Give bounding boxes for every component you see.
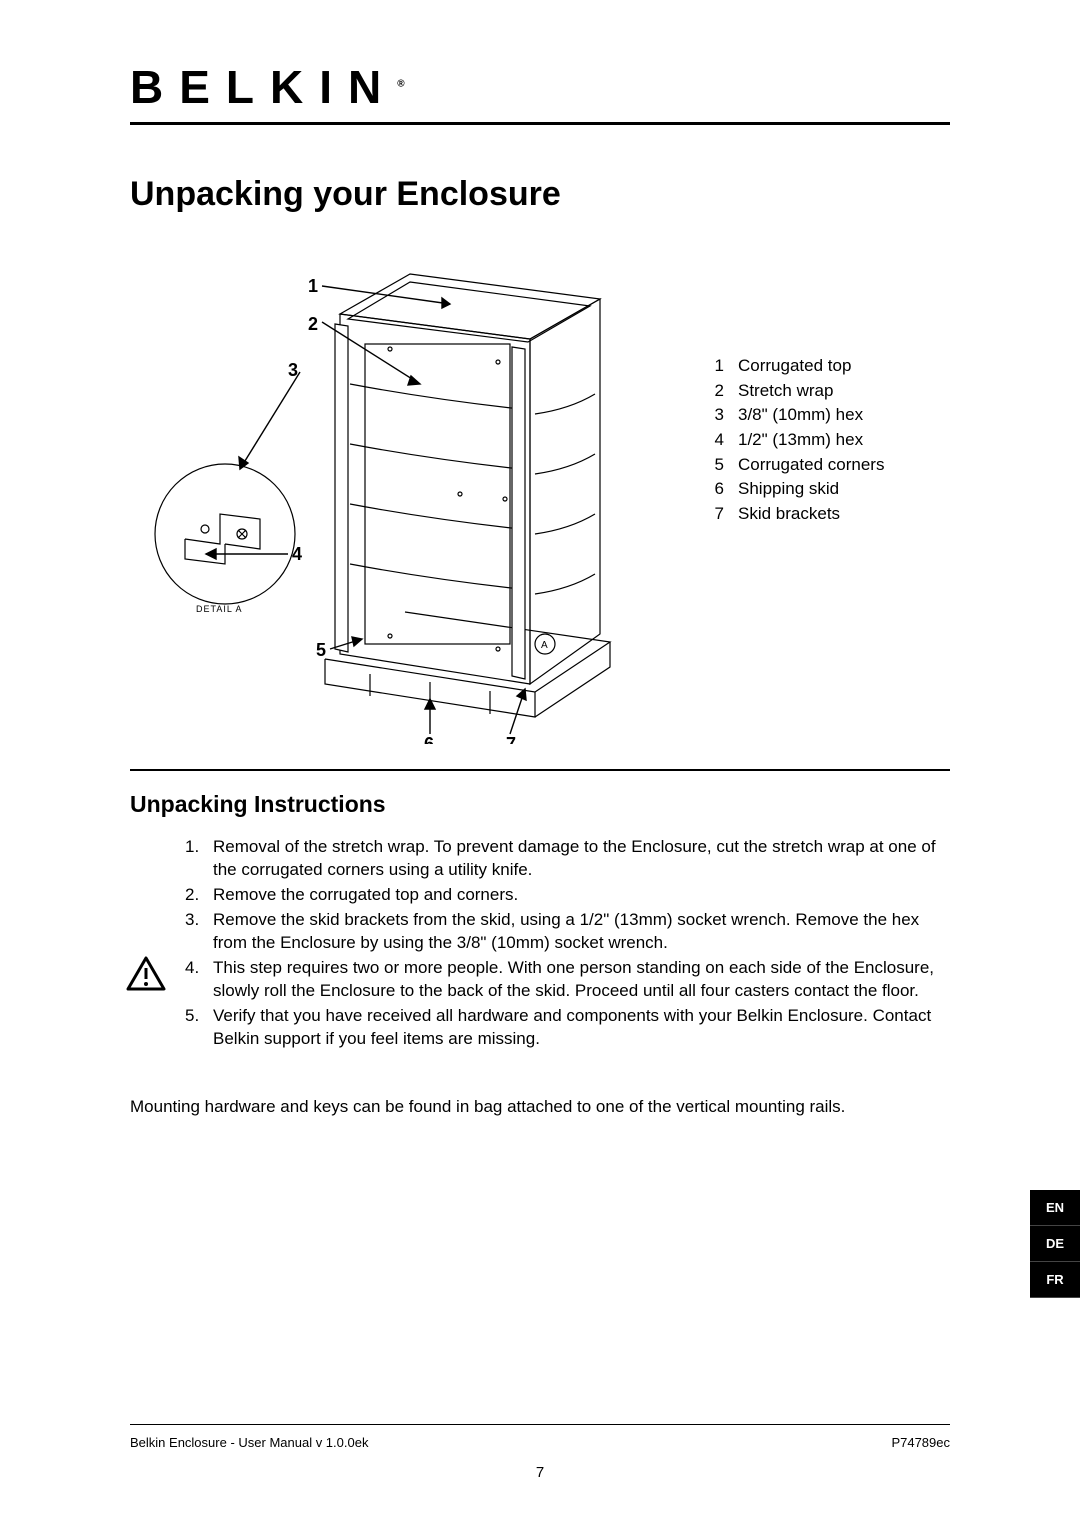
footer-right: P74789ec (891, 1435, 950, 1450)
mid-rule (130, 769, 950, 771)
lang-tab-en[interactable]: EN (1030, 1190, 1080, 1226)
instructions-list: 1.Removal of the stretch wrap. To preven… (185, 836, 950, 1050)
instruction-num: 1. (185, 836, 213, 882)
diagram-legend: 1 Corrugated top 2 Stretch wrap 3 3/8" (10m… (710, 354, 884, 526)
language-tabs: EN DE FR (1030, 1190, 1080, 1298)
legend-row: 2 Stretch wrap (710, 379, 884, 404)
a-marker-label: A (541, 640, 548, 651)
lang-tab-fr[interactable]: FR (1030, 1262, 1080, 1298)
legend-row: 4 1/2" (13mm) hex (710, 428, 884, 453)
instruction-text: Remove the skid brackets from the skid, … (213, 909, 950, 955)
instruction-text: Removal of the stretch wrap. To prevent … (213, 836, 950, 882)
brand-registered: ® (397, 79, 404, 90)
callout-5: 5 (316, 640, 326, 660)
callout-4: 4 (292, 544, 302, 564)
instruction-item: 5.Verify that you have received all hard… (185, 1005, 950, 1051)
page-footer: Belkin Enclosure - User Manual v 1.0.0ek… (130, 1424, 950, 1481)
callout-7: 7 (506, 734, 516, 744)
footer-row: Belkin Enclosure - User Manual v 1.0.0ek… (130, 1435, 950, 1450)
instruction-item: 2.Remove the corrugated top and corners. (185, 884, 950, 907)
mounting-note: Mounting hardware and keys can be found … (130, 1096, 950, 1119)
page-title: Unpacking your Enclosure (130, 175, 950, 214)
callout-2: 2 (308, 314, 318, 334)
legend-text: Corrugated corners (738, 453, 884, 478)
instructions-block: 1.Removal of the stretch wrap. To preven… (130, 836, 950, 1050)
instruction-item: 3.Remove the skid brackets from the skid… (185, 909, 950, 955)
legend-row: 3 3/8" (10mm) hex (710, 403, 884, 428)
legend-text: Skid brackets (738, 502, 840, 527)
diagram-row: 1 2 3 4 5 6 7 DETAIL A A 1 Corrugated top… (130, 244, 950, 749)
legend-text: Shipping skid (738, 477, 839, 502)
callout-1: 1 (308, 276, 318, 296)
legend-row: 7 Skid brackets (710, 502, 884, 527)
legend-num: 7 (710, 502, 724, 527)
instruction-item: 1.Removal of the stretch wrap. To preven… (185, 836, 950, 882)
legend-text: Stretch wrap (738, 379, 833, 404)
warning-icon (126, 956, 166, 997)
instruction-num: 5. (185, 1005, 213, 1051)
page: BELKIN® Unpacking your Enclosure (0, 0, 1080, 1527)
instruction-num: 4. (185, 957, 213, 1003)
legend-num: 3 (710, 403, 724, 428)
legend-num: 6 (710, 477, 724, 502)
lang-tab-de[interactable]: DE (1030, 1226, 1080, 1262)
legend-num: 1 (710, 354, 724, 379)
callout-6: 6 (424, 734, 434, 744)
header-rule (130, 122, 950, 125)
legend-text: 1/2" (13mm) hex (738, 428, 863, 453)
footer-rule (130, 1424, 950, 1425)
legend-row: 1 Corrugated top (710, 354, 884, 379)
legend-num: 4 (710, 428, 724, 453)
legend-text: Corrugated top (738, 354, 851, 379)
legend-num: 5 (710, 453, 724, 478)
instruction-num: 2. (185, 884, 213, 907)
legend-num: 2 (710, 379, 724, 404)
enclosure-diagram: 1 2 3 4 5 6 7 DETAIL A A (130, 244, 690, 749)
instruction-text: Verify that you have received all hardwa… (213, 1005, 950, 1051)
detail-a-label: DETAIL A (196, 604, 243, 614)
instruction-item: 4.This step requires two or more people.… (185, 957, 950, 1003)
instruction-num: 3. (185, 909, 213, 955)
callout-3: 3 (288, 360, 298, 380)
page-number: 7 (130, 1464, 950, 1481)
footer-left: Belkin Enclosure - User Manual v 1.0.0ek (130, 1435, 368, 1450)
brand-logo: BELKIN® (130, 60, 950, 114)
diagram-svg: 1 2 3 4 5 6 7 DETAIL A A (130, 244, 690, 744)
instruction-text: Remove the corrugated top and corners. (213, 884, 518, 907)
brand-text: BELKIN (130, 61, 397, 113)
instructions-heading: Unpacking Instructions (130, 791, 950, 818)
instruction-text: This step requires two or more people. W… (213, 957, 950, 1003)
legend-row: 5 Corrugated corners (710, 453, 884, 478)
legend-row: 6 Shipping skid (710, 477, 884, 502)
legend-text: 3/8" (10mm) hex (738, 403, 863, 428)
